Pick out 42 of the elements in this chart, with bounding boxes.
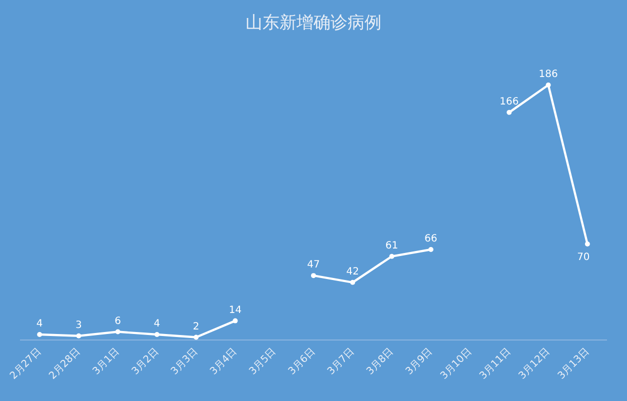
point bbox=[506, 110, 512, 115]
x-tick-label: 3月6日 bbox=[286, 346, 318, 378]
x-tick-label: 3月9日 bbox=[404, 346, 435, 378]
x-tick-label: 2月27日 bbox=[8, 346, 44, 382]
x-tick-label: 3月2日 bbox=[130, 346, 162, 378]
chart-title: 山东新增确诊病例 bbox=[246, 13, 382, 33]
data-label: 4 bbox=[36, 318, 43, 330]
point bbox=[232, 318, 238, 324]
point bbox=[389, 254, 394, 259]
point bbox=[350, 280, 356, 285]
x-tick-label: 3月11日 bbox=[478, 346, 514, 382]
point bbox=[154, 332, 160, 338]
data-label: 47 bbox=[307, 260, 320, 271]
point bbox=[115, 329, 120, 334]
point bbox=[37, 332, 42, 338]
x-tick-label: 3月3日 bbox=[169, 346, 200, 378]
point bbox=[428, 247, 434, 252]
data-label: 61 bbox=[385, 240, 398, 252]
x-tick-label: 2月28日 bbox=[47, 346, 83, 382]
data-label: 14 bbox=[228, 304, 242, 316]
data-label: 42 bbox=[346, 266, 359, 278]
point bbox=[546, 82, 551, 88]
point bbox=[76, 333, 82, 338]
x-tick-label: 3月8日 bbox=[364, 346, 396, 378]
x-tick-label: 3月13日 bbox=[556, 346, 592, 382]
x-tick-label: 3月10日 bbox=[438, 346, 474, 382]
point bbox=[311, 273, 316, 278]
x-tick-label: 3月12日 bbox=[516, 346, 552, 382]
x-tick-label: 3月4日 bbox=[208, 346, 240, 378]
data-label: 2 bbox=[192, 321, 200, 332]
point bbox=[584, 242, 590, 247]
point bbox=[194, 334, 199, 340]
x-tick-label: 3月7日 bbox=[326, 346, 357, 378]
x-tick-label: 3月5日 bbox=[247, 346, 278, 378]
data-label: 70 bbox=[577, 252, 590, 264]
data-label: 186 bbox=[538, 69, 558, 80]
data-label: 6 bbox=[114, 316, 122, 327]
x-tick-label: 3月1日 bbox=[90, 346, 122, 378]
data-label: 4 bbox=[154, 318, 160, 330]
data-label: 3 bbox=[76, 320, 82, 331]
data-label: 166 bbox=[500, 96, 519, 108]
data-label: 66 bbox=[424, 234, 438, 245]
